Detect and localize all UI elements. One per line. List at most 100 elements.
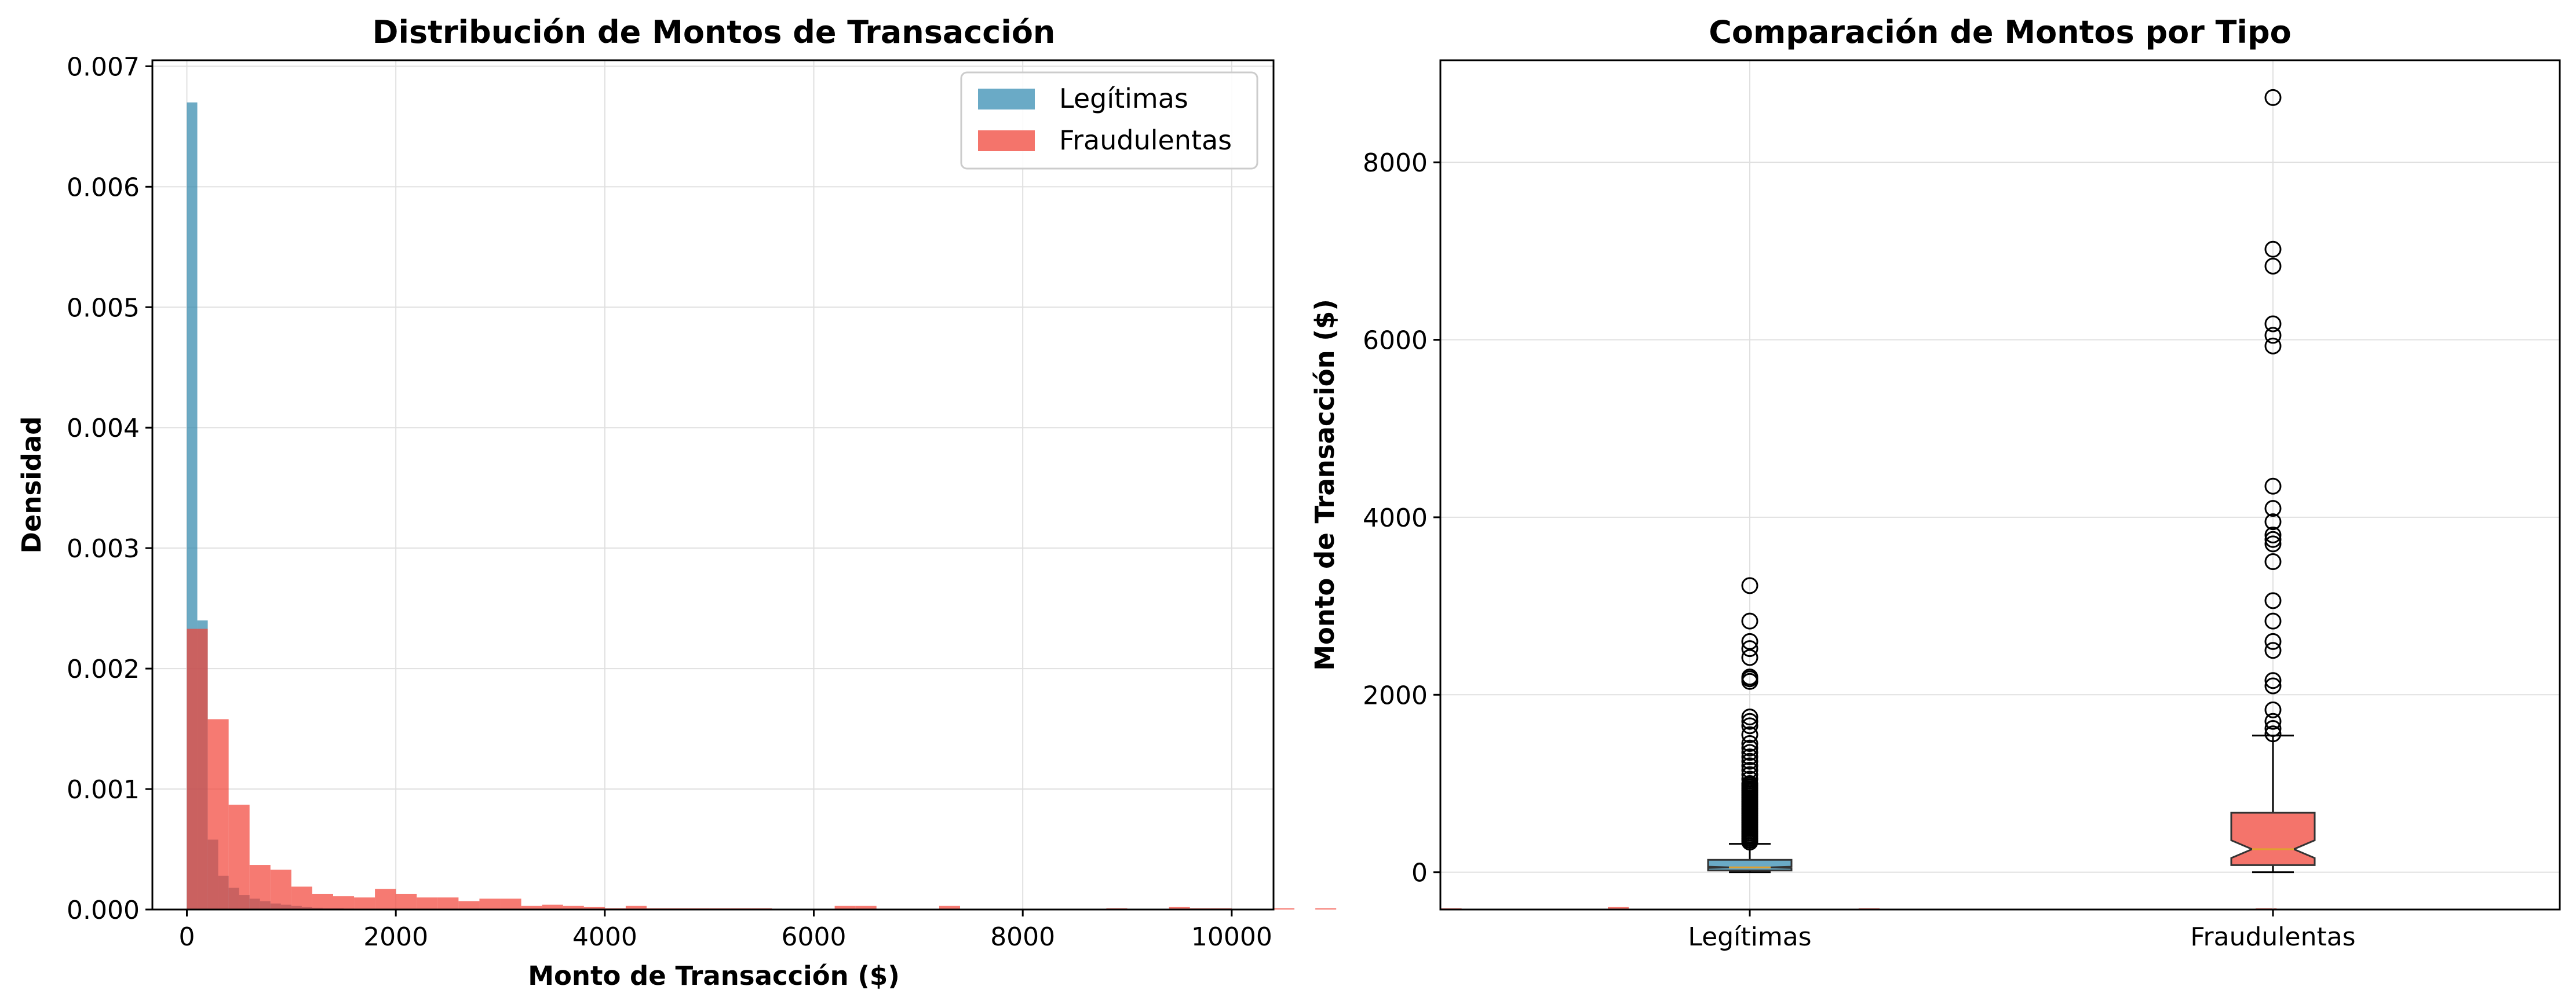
- hist-bar-fraudulentas: [375, 889, 396, 910]
- hist-bar-fraudulentas: [1169, 907, 1190, 910]
- histogram-legend: Legítimas Fraudulentas: [960, 71, 1258, 170]
- hist-bar-fraudulentas: [583, 907, 605, 910]
- hist-bar-fraudulentas: [354, 897, 375, 910]
- y-tick-label: 2000: [1363, 681, 1428, 710]
- outlier-point: [2264, 642, 2282, 659]
- outlier-point: [2264, 240, 2282, 258]
- outlier-point: [2264, 477, 2282, 495]
- hist-bar-fraudulentas: [1315, 908, 1337, 910]
- outlier-point: [2264, 720, 2282, 737]
- outlier-point: [1741, 739, 1758, 757]
- box-body: [2230, 812, 2316, 866]
- histogram-y-ticks: 0.000 0.001 0.002 0.003 0.004 0.005 0.006 0.007: [67, 52, 152, 925]
- legend-frame: [960, 71, 1258, 170]
- outlier-point: [2264, 500, 2282, 517]
- hist-bar-fraudulentas: [939, 905, 960, 910]
- outlier-point: [2264, 257, 2282, 275]
- hist-bar-fraudulentas: [312, 893, 333, 910]
- y-tick-label: 6000: [1363, 326, 1428, 356]
- y-tick-label: 8000: [1363, 148, 1428, 178]
- outlier-point: [1741, 735, 1758, 753]
- outlier-point: [2264, 535, 2282, 553]
- outlier-point: [2264, 725, 2282, 743]
- outlier-point: [1741, 726, 1758, 743]
- legend-label-fraudulentas: Fraudulentas: [1059, 125, 1232, 156]
- hist-bar-fraudulentas: [500, 899, 521, 910]
- histogram-panel: Distribución de Montos de Transacción 0 2…: [16, 14, 2277, 991]
- outlier-point: [1741, 708, 1758, 726]
- boxplot-y-label: Monto de Transacción ($): [1309, 299, 1340, 671]
- boxplot-boxes: [1707, 89, 2316, 874]
- outlier-point: [2264, 531, 2282, 548]
- outlier-point: [2264, 672, 2282, 689]
- hist-bar-fraudulentas: [458, 901, 480, 910]
- y-tick-label: 0: [1411, 859, 1428, 888]
- histogram-title: Distribución de Montos de Transacción: [373, 14, 1056, 50]
- outlier-point: [1741, 649, 1758, 666]
- hist-bar-fraudulentas: [333, 896, 355, 910]
- hist-bar-fraudulentas: [1608, 907, 1629, 910]
- hist-bar-fraudulentas: [417, 897, 438, 910]
- outlier-point: [1741, 757, 1758, 775]
- hist-bar-fraudulentas: [1274, 908, 1295, 910]
- outlier-point: [1741, 717, 1758, 735]
- histogram-grid: [152, 60, 1274, 910]
- outlier-point: [2264, 633, 2282, 650]
- histogram-x-ticks: 0 2000 4000 6000 8000 10000: [179, 910, 1272, 952]
- boxplot-y-ticks: 0 2000 4000 6000 8000: [1363, 148, 1440, 888]
- hist-bar-fraudulentas: [521, 905, 542, 910]
- outlier-point: [1741, 775, 1758, 792]
- boxplot-x-ticks: Legítimas Fraudulentas: [1688, 910, 2356, 952]
- y-tick-label: 0.000: [67, 896, 140, 925]
- outlier-point: [1741, 748, 1758, 766]
- x-tick-label: Fraudulentas: [2190, 922, 2355, 952]
- x-tick-label: 4000: [572, 922, 637, 952]
- outlier-point: [1741, 766, 1758, 783]
- outlier-point: [1741, 770, 1758, 788]
- x-tick-label: 10000: [1191, 922, 1272, 952]
- hist-bar-fraudulentas: [479, 899, 501, 910]
- box-legitimas: [1707, 577, 1793, 874]
- hist-bar-fraudulentas: [270, 870, 291, 910]
- hist-bar-fraudulentas: [542, 904, 563, 910]
- outlier-point: [2264, 527, 2282, 544]
- hist-bar-fraudulentas: [437, 897, 459, 910]
- x-tick-label: 8000: [990, 922, 1055, 952]
- hist-bar-fraudulentas: [563, 905, 584, 910]
- outlier-point: [2264, 89, 2282, 106]
- y-tick-label: 0.005: [67, 293, 140, 323]
- outlier-point: [1741, 640, 1758, 658]
- x-tick-label: 2000: [363, 922, 428, 952]
- hist-bar-fraudulentas: [396, 893, 417, 910]
- outlier-point: [2264, 592, 2282, 609]
- y-tick-label: 4000: [1363, 503, 1428, 533]
- y-tick-label: 0.001: [67, 775, 140, 805]
- legend-swatch-fraudulentas: [978, 130, 1035, 151]
- outlier-point: [1741, 744, 1758, 761]
- outlier-point: [2264, 553, 2282, 571]
- outlier-point: [1741, 612, 1758, 630]
- boxplot-title: Comparación de Montos por Tipo: [1709, 14, 2292, 50]
- y-tick-label: 0.003: [67, 534, 140, 564]
- outlier-point: [1741, 713, 1758, 730]
- x-tick-label: 0: [179, 922, 195, 952]
- y-tick-label: 0.007: [67, 52, 140, 82]
- outlier-point: [2264, 315, 2282, 333]
- outlier-point: [2264, 327, 2282, 344]
- outlier-point: [2264, 713, 2282, 730]
- hist-bar-fraudulentas: [228, 805, 250, 910]
- histogram-y-label: Densidad: [16, 417, 47, 554]
- box-fraudulentas: [2230, 89, 2316, 874]
- y-tick-label: 0.006: [67, 173, 140, 202]
- hist-bar-fraudulentas: [249, 865, 271, 910]
- boxplot-panel: Comparación de Montos por Tipo Legítimas…: [1309, 14, 2561, 952]
- outlier-point: [1741, 633, 1758, 650]
- hist-bar-fraudulentas: [207, 719, 229, 910]
- hist-bar-fraudulentas: [291, 886, 312, 910]
- histogram-x-label: Monto de Transacción ($): [528, 960, 900, 991]
- boxplot-grid: [1440, 60, 2560, 910]
- outlier-point: [2264, 513, 2282, 531]
- outlier-point: [2264, 677, 2282, 695]
- outlier-point: [1741, 761, 1758, 779]
